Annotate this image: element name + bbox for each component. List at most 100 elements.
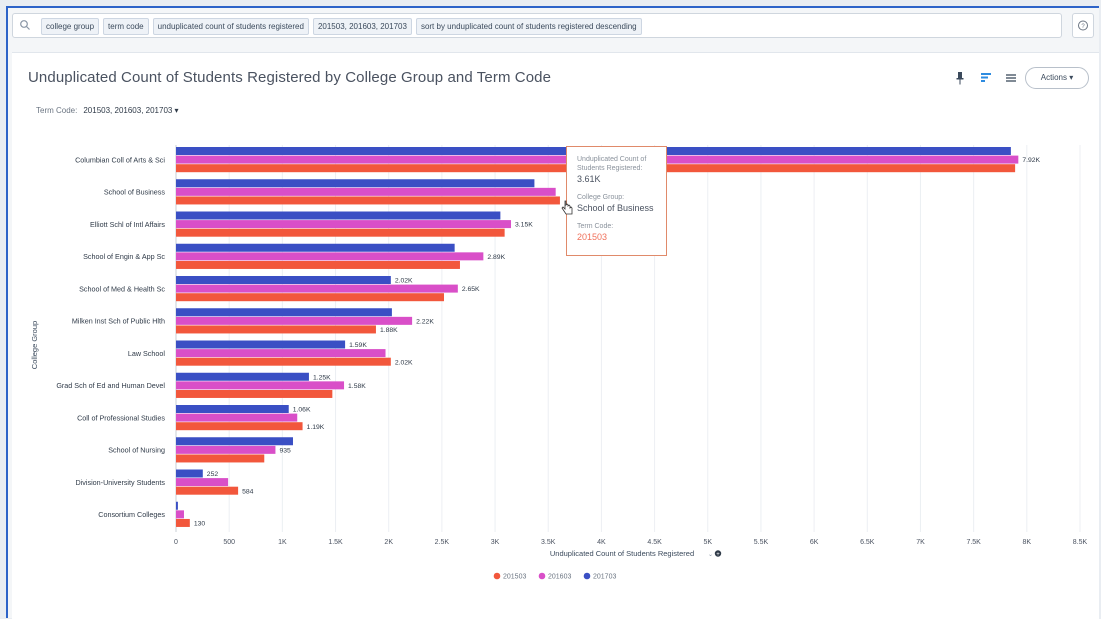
filter-label: Term Code:	[36, 106, 78, 115]
term-code-filter[interactable]: Term Code: 201503, 201603, 201703 ▾	[36, 106, 179, 115]
bar[interactable]	[176, 220, 512, 229]
category-label: School of Nursing	[108, 446, 165, 455]
search-bar[interactable]: college group term code unduplicated cou…	[12, 13, 1062, 38]
chart-grid	[175, 145, 1081, 532]
bar[interactable]	[176, 187, 556, 196]
tooltip-group-label: College Group:	[577, 194, 625, 201]
chart-type-icon[interactable]	[979, 71, 993, 85]
bar[interactable]	[176, 486, 239, 495]
x-axis-chevron[interactable]: ⌄	[708, 552, 713, 558]
category-label: Elliott Schl of Intl Affairs	[90, 220, 165, 229]
bar-data-label: 7.92K	[1022, 157, 1040, 164]
bar[interactable]	[176, 276, 391, 284]
x-tick-label: 6K	[810, 539, 819, 546]
bar-data-label: 1.25K	[313, 374, 331, 381]
x-tick-label: 4.5K	[647, 539, 662, 546]
x-tick-label: 3K	[491, 539, 500, 546]
x-tick-label: 7K	[916, 539, 925, 546]
bar[interactable]	[176, 381, 345, 390]
pin-icon[interactable]	[953, 71, 967, 85]
bar-data-label: 584	[242, 488, 254, 495]
tooltip-measure-label: Unduplicated Count of Students Registere…	[577, 156, 647, 172]
configure-icon[interactable]	[1004, 71, 1018, 85]
chart-legend: 201503 201603 201703	[493, 572, 616, 581]
search-token-college-group[interactable]: college group	[41, 18, 100, 35]
x-tick-label: 5K	[703, 539, 712, 546]
bar[interactable]	[176, 243, 455, 252]
bar[interactable]	[176, 316, 413, 325]
bar[interactable]	[176, 372, 309, 381]
bar[interactable]	[176, 510, 184, 519]
tooltip-term-value: 201503	[577, 232, 608, 242]
bar[interactable]	[176, 293, 445, 302]
bar[interactable]	[176, 405, 289, 413]
bar[interactable]	[176, 196, 560, 205]
search-token-term-code[interactable]: term code	[103, 18, 149, 35]
bar-data-label: 1.19K	[307, 424, 325, 431]
answer-panel	[12, 52, 1099, 619]
bar[interactable]	[176, 325, 376, 334]
bar-data-label: 2.22K	[416, 318, 434, 325]
x-axis-add-icon[interactable]	[714, 550, 722, 557]
legend-swatch[interactable]	[493, 572, 501, 580]
bar[interactable]	[176, 413, 298, 422]
bar[interactable]	[176, 308, 392, 317]
chart-title: Unduplicated Count of Students Registere…	[28, 69, 552, 86]
bar[interactable]	[176, 357, 391, 366]
bar-data-label: 1.59K	[349, 342, 367, 349]
x-tick-label: 2.5K	[435, 539, 450, 546]
bar[interactable]	[176, 252, 484, 261]
bar-tooltip: Unduplicated Count of Students Registere…	[566, 146, 667, 256]
tooltip-measure-value: 3.61K	[577, 174, 601, 184]
help-icon: ?	[1078, 20, 1088, 31]
actions-button[interactable]: Actions ▾	[1025, 67, 1089, 89]
bar[interactable]	[176, 349, 386, 358]
bar[interactable]	[176, 179, 535, 188]
search-token-measure[interactable]: unduplicated count of students registere…	[152, 18, 309, 35]
bar[interactable]	[176, 469, 203, 478]
search-token-sort[interactable]: sort by unduplicated count of students r…	[415, 18, 642, 35]
legend-label[interactable]: 201503	[503, 574, 526, 581]
search-icon	[20, 20, 30, 30]
legend-swatch[interactable]	[538, 572, 546, 580]
x-tick-label: 6.5K	[860, 539, 875, 546]
legend-swatch[interactable]	[583, 572, 591, 580]
search-tokens: college group term code unduplicated cou…	[41, 18, 642, 35]
category-label: Law School	[128, 349, 166, 358]
x-tick-label: 8.5K	[1073, 539, 1088, 546]
bar[interactable]	[176, 437, 293, 446]
hand-cursor-icon	[561, 200, 573, 215]
tooltip-group-value: School of Business	[577, 203, 654, 213]
bar[interactable]	[176, 284, 458, 293]
x-tick-label: 500	[223, 539, 235, 546]
legend-label[interactable]: 201603	[548, 574, 571, 581]
legend-label[interactable]: 201703	[593, 574, 616, 581]
bar[interactable]	[176, 454, 265, 463]
y-axis-label[interactable]: College Group	[30, 321, 39, 369]
category-label: Division-University Students	[76, 478, 166, 487]
bar[interactable]	[176, 445, 276, 454]
svg-text:+: +	[716, 552, 720, 558]
x-tick-label: 1K	[278, 539, 287, 546]
bar-data-label: 130	[194, 521, 206, 528]
bar[interactable]	[176, 228, 505, 237]
search-token-term-values[interactable]: 201503, 201603, 201703	[312, 18, 412, 35]
x-axis-label[interactable]: Unduplicated Count of Students Registere…	[550, 549, 694, 558]
bar-data-label: 935	[279, 447, 291, 454]
bar[interactable]	[176, 211, 501, 220]
category-label: School of Med & Health Sc	[79, 284, 165, 293]
bar[interactable]	[176, 501, 178, 510]
svg-text:?: ?	[1081, 24, 1085, 30]
bar-data-label: 2.02K	[395, 359, 413, 366]
filter-value[interactable]: 201503, 201603, 201703 ▾	[83, 106, 179, 115]
bar-data-label: 2.65K	[462, 286, 480, 293]
bar[interactable]	[176, 518, 190, 527]
bar[interactable]	[176, 478, 229, 487]
bar[interactable]	[176, 422, 303, 431]
bar-data-label: 1.88K	[380, 327, 398, 334]
bar[interactable]	[176, 389, 333, 398]
bar[interactable]	[176, 340, 346, 349]
x-tick-label: 5.5K	[754, 539, 769, 546]
bar[interactable]	[176, 260, 460, 269]
help-button[interactable]: ?	[1072, 13, 1094, 38]
